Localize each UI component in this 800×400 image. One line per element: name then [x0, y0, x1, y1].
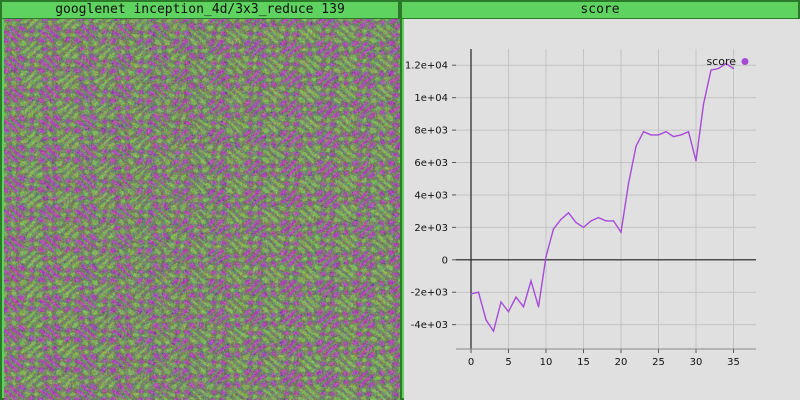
score-data-point [695, 160, 697, 162]
score-data-point [470, 293, 472, 295]
score-panel: score 0 5 10 15 20 25 30 35 -4e+03 -2e+03 0 2e+03 4e… [400, 0, 800, 400]
score-data-point [665, 131, 667, 133]
score-data-point [680, 134, 682, 136]
y-tick-label: 1e+04 [414, 93, 448, 104]
score-data-point [492, 330, 495, 332]
x-tick-label: 5 [505, 357, 511, 368]
score-data-point [620, 231, 622, 233]
score-data-point [687, 131, 690, 133]
score-data-point [627, 182, 630, 185]
visualization-image-area [4, 19, 400, 400]
y-tick-label: 8e+03 [414, 126, 448, 137]
score-data-point [485, 319, 487, 321]
score-panel-title: score [402, 2, 798, 19]
score-data-point [597, 217, 600, 219]
score-data-point [702, 103, 705, 105]
x-tick-label: 25 [652, 357, 665, 368]
y-tick-label: 4e+03 [414, 190, 448, 201]
score-data-point [567, 212, 570, 214]
score-data-point [507, 311, 510, 313]
score-data-point [575, 221, 577, 224]
x-tick-label: 15 [577, 357, 590, 368]
legend-marker [741, 58, 749, 65]
score-data-point [560, 218, 562, 220]
x-tick-label: 35 [727, 357, 740, 368]
score-data-point [717, 67, 720, 70]
x-tick-label: 20 [615, 357, 628, 368]
score-data-point [522, 306, 525, 308]
y-tick-label: 6e+03 [414, 158, 448, 169]
score-data-point [710, 69, 712, 71]
x-tick-label: 0 [468, 357, 474, 368]
y-tick-label: 0 [442, 255, 448, 266]
score-chart-area: 0 5 10 15 20 25 30 35 -4e+03 -2e+03 0 2e+03 4e+03 6e+… [404, 19, 800, 400]
score-data-point [515, 296, 517, 298]
score-chart: 0 5 10 15 20 25 30 35 -4e+03 -2e+03 0 2e+03 4e+03 6e+… [405, 49, 756, 368]
legend-label: score [706, 55, 736, 68]
score-data-point [732, 67, 735, 70]
score-data-point [605, 220, 607, 222]
score-data-point [612, 220, 615, 222]
y-tick-label: -4e+03 [411, 320, 448, 331]
score-data-point [635, 145, 637, 147]
y-tick-label: 2e+03 [414, 223, 448, 234]
score-data-point [537, 306, 540, 308]
score-data-point [545, 255, 547, 258]
score-data-point [500, 301, 502, 303]
score-data-point [590, 220, 592, 222]
y-tick-label: 1.2e+04 [405, 61, 448, 72]
x-tick-label: 10 [540, 357, 553, 368]
visualization-panel: googlenet inception_4d/3x3_reduce 139 [0, 0, 400, 400]
score-data-point [477, 291, 480, 293]
feature-visualization-image [4, 19, 400, 400]
score-data-point [672, 135, 675, 138]
score-data-point [642, 131, 645, 133]
score-data-point [725, 62, 727, 65]
x-tick-label: 30 [690, 357, 703, 368]
visualization-title: googlenet inception_4d/3x3_reduce 139 [2, 2, 398, 19]
score-data-point [657, 134, 660, 136]
y-tick-label: -2e+03 [411, 288, 448, 299]
score-data-point [582, 226, 585, 228]
score-data-point [530, 280, 532, 282]
score-data-point [650, 134, 652, 136]
score-series-line [470, 62, 734, 333]
score-data-point [552, 228, 555, 230]
